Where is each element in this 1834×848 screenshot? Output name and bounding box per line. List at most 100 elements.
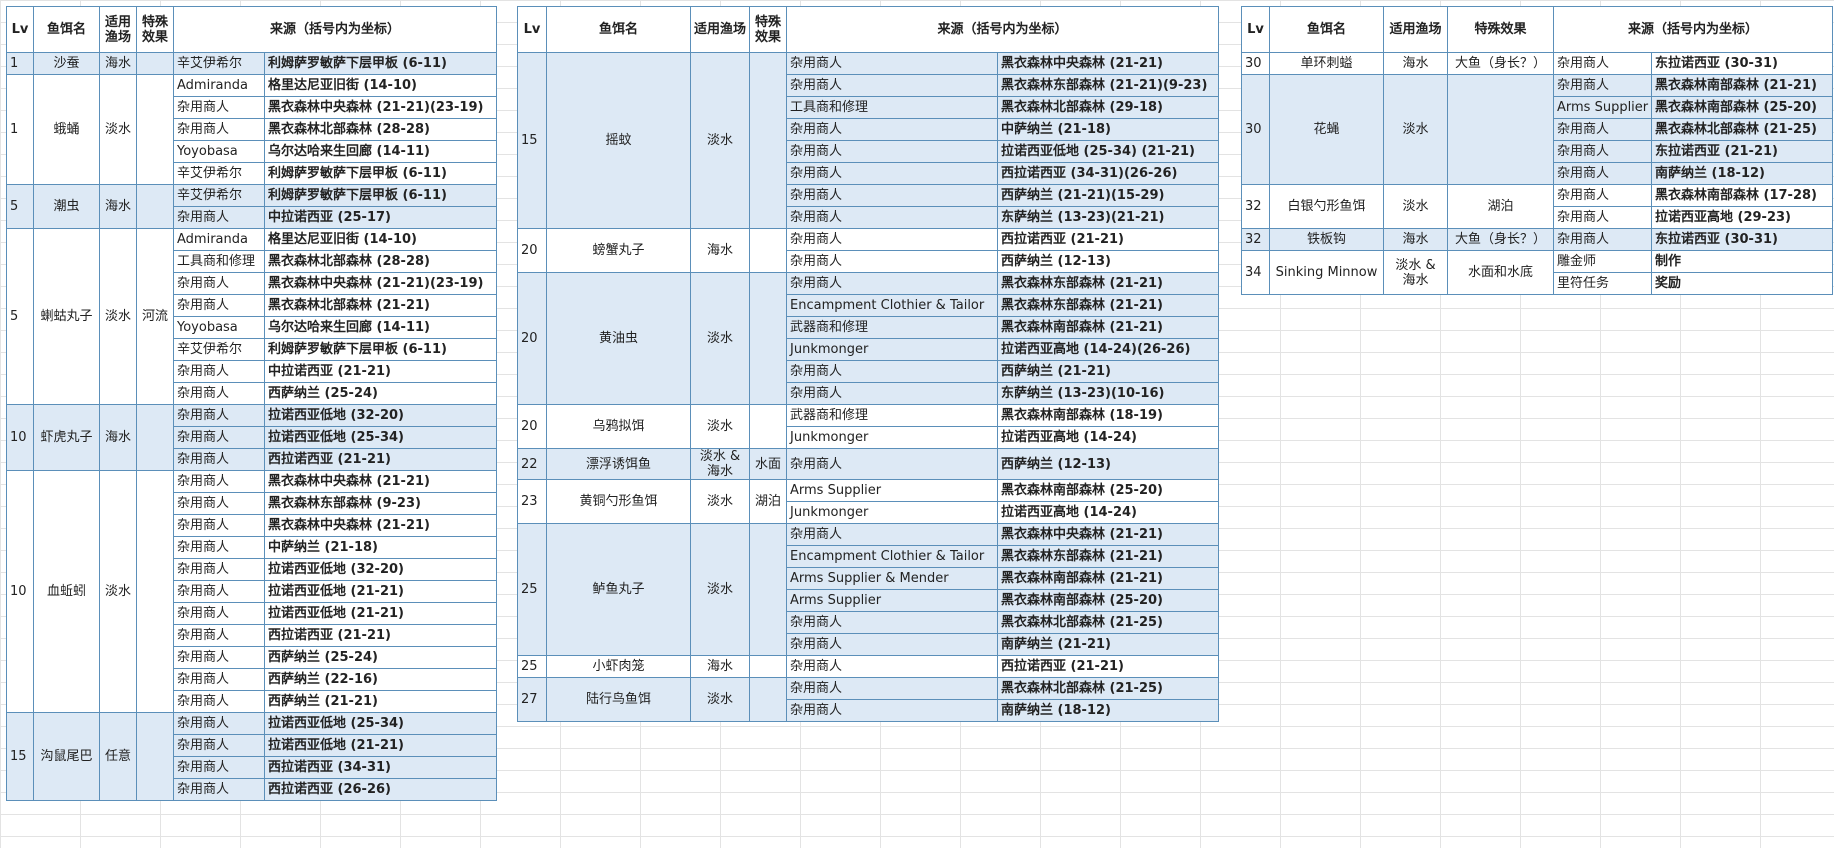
lv-cell: 30: [1241, 52, 1270, 75]
data-row: 10 血蚯蚓 淡水 杂用商人 黑衣森林中央森林 (21-21): [6, 470, 498, 713]
lv-cell: 30: [1241, 74, 1270, 185]
location-cell: 中拉诺西亚 (21-21): [263, 360, 498, 383]
location-cell: 西拉诺西亚 (21-21): [996, 228, 1220, 251]
location-cell: 黑衣森林北部森林 (21-25): [996, 677, 1220, 700]
location-cell: 黑衣森林北部森林 (29-18): [996, 96, 1220, 119]
vendor-cell: Yoyobasa: [173, 316, 265, 339]
vendor-cell: 杂用商人: [173, 712, 265, 735]
name-cell: 花蝇: [1269, 74, 1384, 185]
vendor-cell: 杂用商人: [786, 382, 998, 405]
lv-cell: 20: [517, 272, 547, 405]
location-cell: 黑衣森林南部森林 (17-28): [1650, 184, 1834, 207]
location-cell: 黑衣森林东部森林 (21-21): [996, 545, 1220, 568]
vendor-cell: 杂用商人: [786, 228, 998, 251]
location-cell: 西拉诺西亚 (34-31)(26-26): [996, 162, 1220, 185]
data-row: 25 小虾肉笼 海水 杂用商人 西拉诺西亚 (21-21): [517, 655, 1220, 678]
lv-cell: 34: [1241, 250, 1270, 295]
data-row: 15 沟鼠尾巴 任意 杂用商人 拉诺西亚低地 (25-34): [6, 712, 498, 801]
water-cell: 淡水: [690, 677, 750, 722]
vendor-cell: 杂用商人: [786, 360, 998, 383]
name-cell: 小虾肉笼: [546, 655, 691, 678]
data-row: 杂用商人 拉诺西亚高地 (29-23): [1242, 206, 1834, 229]
name-cell: 潮虫: [33, 184, 100, 229]
data-row: Arms Supplier 黑衣森林南部森林 (25-20): [1242, 96, 1834, 119]
data-row: Encampment Clothier & Tailor 黑衣森林东部森林 (21…: [518, 294, 1220, 317]
lv-cell: 5: [6, 184, 34, 229]
water-cell: 淡水: [99, 228, 137, 405]
vendor-cell: Admiranda: [173, 228, 265, 251]
location-cell: 拉诺西亚低地 (21-21): [263, 602, 498, 625]
name-cell: 螃蟹丸子: [546, 228, 691, 273]
data-row: 杂用商人 东萨纳兰 (13-23)(21-21): [518, 206, 1220, 229]
vendor-cell: 杂用商人: [786, 699, 998, 722]
location-cell: 西萨纳兰 (21-21)(15-29): [996, 184, 1220, 207]
lv-cell: 5: [6, 228, 34, 405]
data-row: 杂用商人 拉诺西亚低地 (25-34) (21-21): [518, 140, 1220, 163]
effect-cell: 大鱼（身长？）: [1447, 228, 1554, 251]
lv-cell: 32: [1241, 184, 1270, 229]
location-cell: 黑衣森林中央森林 (21-21): [996, 52, 1220, 75]
water-cell: 海水: [99, 184, 137, 229]
water-cell: 任意: [99, 712, 137, 801]
vendor-cell: 杂用商人: [1553, 184, 1652, 207]
vendor-cell: 杂用商人: [173, 492, 265, 515]
vendor-cell: Junkmonger: [786, 501, 998, 524]
vendor-cell: 杂用商人: [786, 523, 998, 546]
vendor-cell: 里符任务: [1553, 272, 1652, 295]
location-cell: 利姆萨罗敏萨下层甲板 (6-11): [263, 338, 498, 361]
lv-cell: 25: [517, 523, 547, 656]
location-cell: 黑衣森林北部森林 (21-25): [996, 611, 1220, 634]
vendor-cell: 杂用商人: [786, 140, 998, 163]
data-row: 30 单环刺螠 海水 大鱼（身长？） 杂用商人 东拉诺西亚 (30-31): [1241, 52, 1834, 75]
vendor-cell: 杂用商人: [786, 272, 998, 295]
vendor-cell: 杂用商人: [1553, 118, 1652, 141]
location-cell: 利姆萨罗敏萨下层甲板 (6-11): [263, 184, 498, 207]
water-cell: 淡水: [99, 470, 137, 713]
vendor-cell: 杂用商人: [173, 118, 265, 141]
data-table: Lv 鱼饵名 适用渔场 特殊效果 来源（括号内为坐标） 1 沙蚕 海水 辛艾伊希尔 利姆萨罗敏萨下…: [6, 6, 498, 801]
data-row: 杂用商人 西拉诺西亚 (21-21): [7, 624, 498, 647]
lv-cell: 25: [517, 655, 547, 678]
name-cell: 摇蚊: [546, 52, 691, 229]
lv-cell: 23: [517, 479, 547, 524]
header-cell: 适用渔场: [690, 6, 750, 53]
name-cell: 蛾蛹: [33, 74, 100, 185]
location-cell: 黑衣森林北部森林 (21-21): [263, 294, 498, 317]
vendor-cell: 杂用商人: [786, 633, 998, 656]
name-cell: 铁板钩: [1269, 228, 1384, 251]
vendor-cell: 杂用商人: [173, 602, 265, 625]
vendor-cell: 杂用商人: [786, 250, 998, 273]
water-cell: 海水: [1383, 52, 1448, 75]
header-row: Lv 鱼饵名 适用渔场 特殊效果 来源（括号内为坐标）: [1241, 6, 1834, 53]
data-row: 杂用商人 中萨纳兰 (21-18): [518, 118, 1220, 141]
vendor-cell: Encampment Clothier & Tailor: [786, 545, 998, 568]
name-cell: 单环刺螠: [1269, 52, 1384, 75]
vendor-cell: 杂用商人: [173, 514, 265, 537]
name-cell: 血蚯蚓: [33, 470, 100, 713]
effect-cell: [749, 523, 787, 656]
name-cell: Sinking Minnow: [1269, 250, 1384, 295]
vendor-cell: 杂用商人: [786, 655, 998, 678]
vendor-cell: 杂用商人: [173, 536, 265, 559]
location-cell: 黑衣森林东部森林 (21-21)(9-23): [996, 74, 1220, 97]
lv-cell: 15: [517, 52, 547, 229]
name-cell: 沙蚕: [33, 52, 100, 75]
lv-cell: 10: [6, 470, 34, 713]
header-cell: 特殊效果: [1447, 6, 1554, 53]
data-row: 杂用商人 南萨纳兰 (18-12): [518, 699, 1220, 722]
location-cell: 拉诺西亚低地 (32-20): [263, 558, 498, 581]
data-row: 杂用商人 西萨纳兰 (12-13): [518, 250, 1220, 273]
location-cell: 拉诺西亚高地 (14-24): [996, 501, 1220, 524]
location-cell: 黑衣森林东部森林 (21-21): [996, 272, 1220, 295]
location-cell: 黑衣森林南部森林 (21-21): [1650, 74, 1834, 97]
effect-cell: [136, 404, 174, 471]
data-row: 杂用商人 中拉诺西亚 (21-21): [7, 360, 498, 383]
vendor-cell: 杂用商人: [173, 360, 265, 383]
name-cell: 陆行鸟鱼饵: [546, 677, 691, 722]
lv-cell: 22: [517, 448, 547, 480]
lv-cell: 10: [6, 404, 34, 471]
vendor-cell: 杂用商人: [173, 470, 265, 493]
vendor-cell: 辛艾伊希尔: [173, 52, 265, 75]
data-row: 5 潮虫 海水 辛艾伊希尔 利姆萨罗敏萨下层甲板 (6-11): [6, 184, 498, 229]
lv-cell: 32: [1241, 228, 1270, 251]
